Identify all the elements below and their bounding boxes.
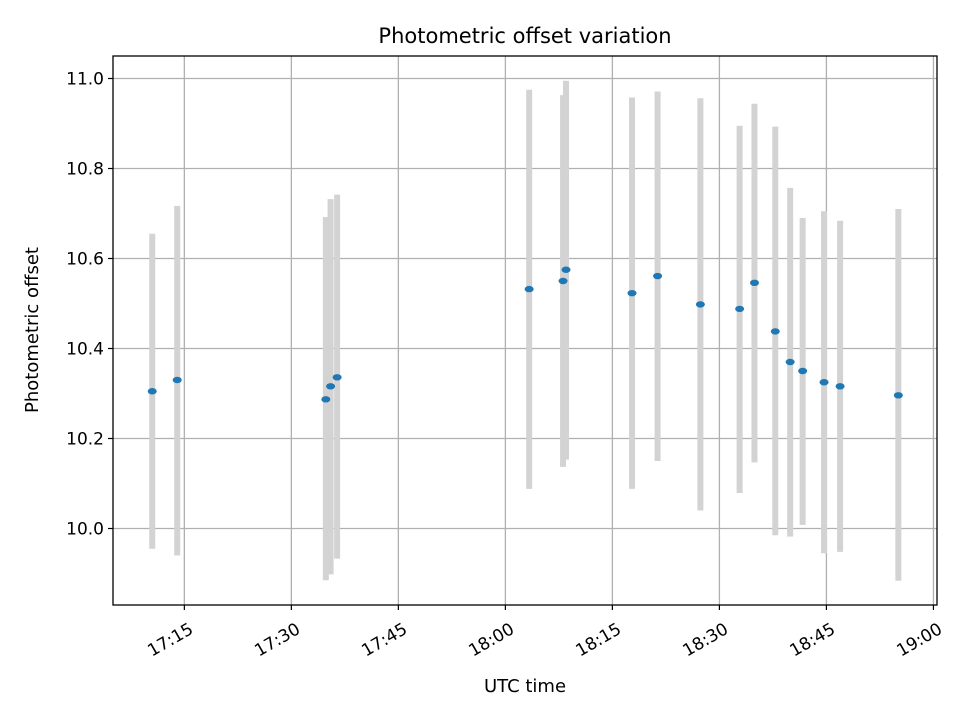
- error-bars: [149, 80, 902, 581]
- chart-title: Photometric offset variation: [378, 24, 671, 48]
- x-tick-label: 18:15: [572, 619, 624, 661]
- data-point: [770, 328, 780, 335]
- y-tick-label: 10.0: [66, 520, 104, 540]
- plot-frame: [112, 55, 938, 606]
- data-point: [749, 279, 759, 286]
- y-tick-label: 10.8: [66, 160, 104, 180]
- gridlines: [113, 56, 937, 605]
- data-point: [147, 388, 157, 395]
- y-axis-ticks: 10.0 10.2 10.4 10.6 10.8 11.0: [66, 70, 113, 540]
- data-point: [326, 383, 336, 390]
- data-point: [735, 305, 745, 313]
- data-point: [524, 285, 534, 293]
- data-point: [558, 277, 568, 285]
- data-point: [172, 376, 182, 384]
- x-tick-label: 19:00: [893, 619, 945, 661]
- x-tick-label: 18:45: [786, 619, 838, 661]
- data-point: [561, 266, 571, 273]
- data-point: [332, 374, 342, 381]
- data-point: [627, 289, 637, 297]
- data-point: [653, 272, 663, 280]
- data-point: [819, 379, 829, 386]
- x-tick-label: 18:30: [679, 619, 731, 661]
- data-points: [147, 266, 903, 403]
- y-tick-label: 10.6: [66, 250, 104, 270]
- y-tick-label: 11.0: [66, 70, 104, 90]
- x-tick-label: 17:45: [358, 619, 410, 661]
- data-point: [785, 358, 795, 366]
- y-axis-label: Photometric offset: [22, 247, 43, 413]
- x-tick-label: 17:15: [144, 619, 196, 661]
- y-tick-label: 10.4: [66, 340, 104, 360]
- data-point: [695, 301, 705, 308]
- data-point: [893, 392, 903, 399]
- data-point: [835, 383, 845, 390]
- x-tick-label: 17:30: [251, 619, 303, 661]
- y-tick-label: 10.2: [66, 430, 104, 450]
- x-axis-ticks: 17:15 17:30 17:45 18:00 18:15 18:30 18:45 19:00: [144, 605, 946, 661]
- data-point: [321, 396, 331, 403]
- x-tick-label: 18:00: [465, 619, 517, 661]
- data-point: [798, 367, 808, 375]
- x-axis-label: UTC time: [484, 676, 566, 697]
